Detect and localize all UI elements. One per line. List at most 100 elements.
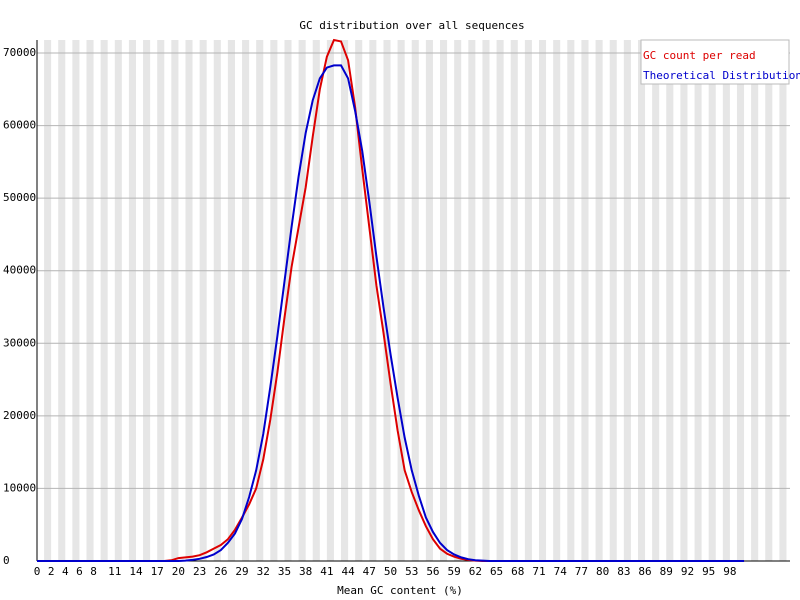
band [411, 40, 419, 561]
band [751, 40, 759, 561]
y-tick-label: 70000 [3, 46, 36, 59]
band [171, 40, 179, 561]
band [468, 40, 476, 561]
x-tick-label: 59 [448, 565, 461, 578]
x-tick-label: 98 [723, 565, 736, 578]
x-tick-label: 80 [596, 565, 609, 578]
y-tick-label: 0 [3, 554, 10, 567]
band [114, 40, 122, 561]
x-tick-label: 92 [681, 565, 694, 578]
legend-entry: GC count per read [643, 49, 756, 62]
band [736, 40, 745, 561]
x-tick-label: 8 [90, 565, 97, 578]
x-tick-label: 83 [617, 565, 630, 578]
x-tick-label: 68 [511, 565, 524, 578]
band [539, 40, 547, 561]
x-tick-label: 95 [702, 565, 715, 578]
band [581, 40, 589, 561]
band [623, 40, 631, 561]
band [128, 40, 136, 561]
band [58, 40, 66, 561]
band [567, 40, 575, 561]
band [454, 40, 462, 561]
y-tick-label: 30000 [3, 336, 36, 349]
x-tick-label: 2 [48, 565, 55, 578]
band [369, 40, 377, 561]
x-tick-label: 77 [575, 565, 588, 578]
band [157, 40, 165, 561]
band [355, 40, 363, 561]
band [44, 40, 52, 561]
y-tick-label: 10000 [3, 481, 36, 494]
x-tick-label: 38 [299, 565, 312, 578]
band [199, 40, 207, 561]
band [326, 40, 334, 561]
y-tick-label: 50000 [3, 191, 36, 204]
legend-entry: Theoretical Distribution [643, 69, 800, 82]
band [496, 40, 504, 561]
x-tick-label: 26 [214, 565, 227, 578]
band [694, 40, 702, 561]
band [440, 40, 448, 561]
band [341, 40, 349, 561]
x-tick-label: 29 [235, 565, 248, 578]
x-tick-label: 44 [341, 565, 355, 578]
band [143, 40, 151, 561]
band [595, 40, 603, 561]
x-tick-label: 4 [62, 565, 69, 578]
band [227, 40, 235, 561]
x-tick-label: 65 [490, 565, 503, 578]
band [425, 40, 433, 561]
legend-box [640, 39, 790, 85]
x-tick-label: 86 [638, 565, 651, 578]
band [72, 40, 80, 561]
band [553, 40, 561, 561]
x-tick-label: 50 [384, 565, 397, 578]
x-tick-label: 53 [405, 565, 418, 578]
band [86, 40, 94, 561]
band [510, 40, 518, 561]
band [256, 40, 264, 561]
band [722, 40, 730, 561]
x-tick-label: 47 [363, 565, 376, 578]
x-tick-label: 41 [320, 565, 333, 578]
x-tick-label: 35 [278, 565, 291, 578]
band [652, 40, 660, 561]
x-axis-label: Mean GC content (%) [337, 584, 463, 597]
x-tick-label: 23 [193, 565, 206, 578]
band [284, 40, 292, 561]
band [779, 40, 787, 561]
band [482, 40, 490, 561]
band [397, 40, 405, 561]
x-tick-label: 11 [108, 565, 121, 578]
band [680, 40, 688, 561]
x-tick-label: 14 [129, 565, 143, 578]
y-tick-label: 20000 [3, 409, 36, 422]
band [765, 40, 773, 561]
band [213, 40, 221, 561]
y-tick-label: 40000 [3, 264, 36, 277]
band [100, 40, 108, 561]
x-tick-label: 32 [257, 565, 270, 578]
x-tick-label: 17 [151, 565, 164, 578]
y-tick-label: 60000 [3, 119, 36, 132]
x-tick-label: 89 [660, 565, 673, 578]
band [242, 40, 250, 561]
x-tick-label: 71 [532, 565, 545, 578]
chart-title: GC distribution over all sequences [299, 19, 524, 32]
band [383, 40, 391, 561]
x-tick-label: 62 [469, 565, 482, 578]
band [524, 40, 532, 561]
band [708, 40, 716, 561]
band [312, 40, 320, 561]
x-tick-label: 56 [426, 565, 439, 578]
band [609, 40, 617, 561]
data-line [37, 64, 745, 562]
band [185, 40, 193, 561]
x-tick-label: 74 [554, 565, 568, 578]
x-tick-label: 0 [34, 565, 41, 578]
band [666, 40, 674, 561]
x-tick-label: 20 [172, 565, 185, 578]
band [270, 40, 278, 561]
